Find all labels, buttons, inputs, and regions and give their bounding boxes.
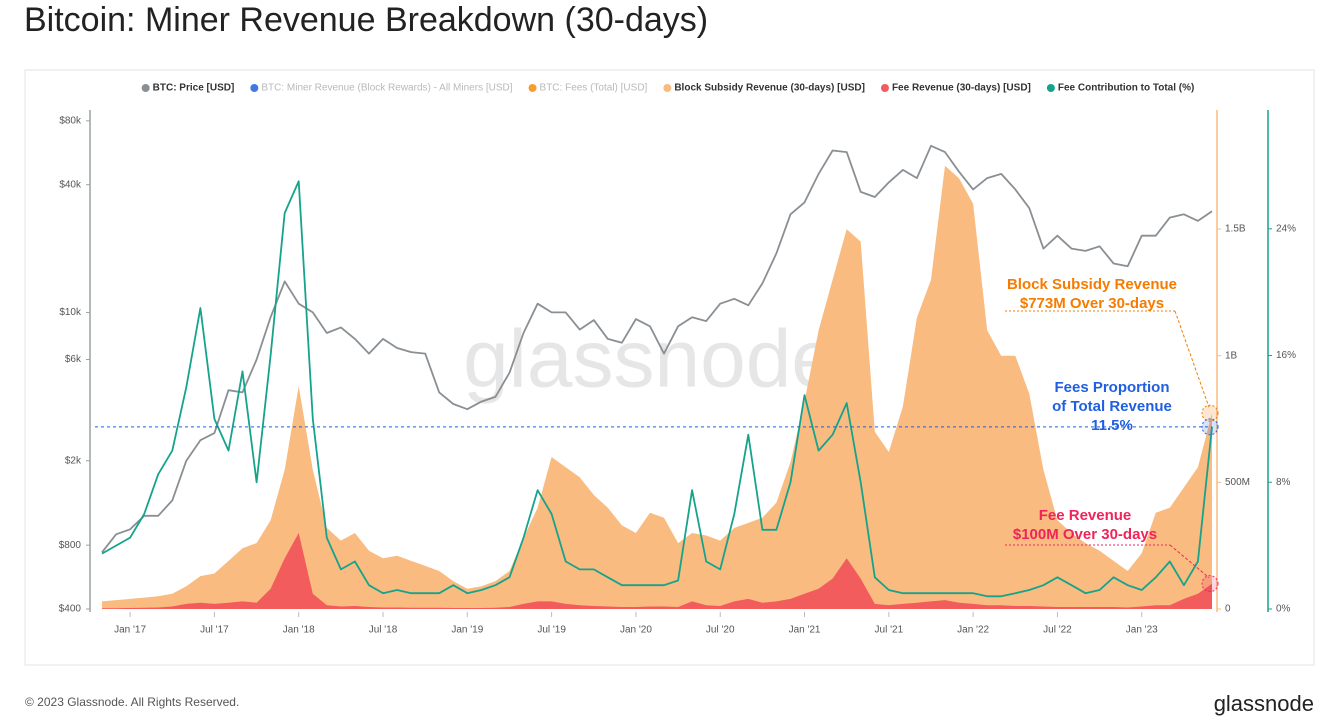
- chart-title: Bitcoin: Miner Revenue Breakdown (30-day…: [24, 1, 708, 39]
- y-tick-label: $10k: [59, 307, 82, 318]
- y2-tick-label: 500M: [1225, 477, 1250, 488]
- annotation-circle: [1201, 404, 1219, 422]
- y2-tick-label: 1B: [1225, 350, 1238, 361]
- legend-marker: [250, 84, 259, 92]
- x-tick-label: Jul '21: [875, 625, 904, 636]
- annotation-text: $100M Over 30-days: [1013, 526, 1157, 543]
- x-tick-label: Jul '20: [706, 625, 735, 636]
- x-tick-label: Jan '22: [957, 625, 989, 636]
- legend-label[interactable]: Block Subsidy Revenue (30-days) [USD]: [674, 83, 865, 94]
- legend-marker: [880, 84, 889, 92]
- series-area: [102, 165, 1212, 609]
- annotation-leader: [1169, 544, 1210, 579]
- series-line: [101, 144, 1213, 553]
- x-tick-label: Jul '18: [369, 625, 398, 636]
- y2-tick-label: 0: [1225, 604, 1231, 615]
- x-tick-label: Jan '23: [1126, 625, 1158, 636]
- x-tick-label: Jan '18: [283, 625, 315, 636]
- x-tick-label: Jan '17: [114, 625, 146, 636]
- legend-label[interactable]: BTC: Miner Revenue (Block Rewards) - All…: [261, 83, 512, 94]
- annotation-circle: [1201, 418, 1219, 436]
- y2-tick-label: 1.5B: [1225, 224, 1246, 235]
- y-tick-label: $400: [59, 604, 82, 615]
- x-tick-label: Jul '22: [1043, 625, 1072, 636]
- legend-marker: [1046, 84, 1055, 92]
- y3-tick-label: 8%: [1276, 477, 1291, 488]
- legend-label[interactable]: BTC: Price [USD]: [153, 83, 235, 94]
- y3-tick-label: 16%: [1276, 350, 1296, 361]
- annotation-text: Fee Revenue: [1039, 507, 1132, 524]
- annotation-leader: [1174, 310, 1210, 408]
- y-tick-label: $80k: [59, 115, 82, 126]
- x-tick-label: Jan '19: [451, 625, 483, 636]
- legend-marker: [663, 84, 672, 92]
- annotation-text: 11.5%: [1091, 417, 1133, 434]
- y-tick-label: $2k: [65, 455, 82, 466]
- annotation-text: $773M Over 30-days: [1020, 295, 1164, 312]
- legend-marker: [528, 84, 537, 92]
- copyright: © 2023 Glassnode. All Rights Reserved.: [25, 695, 239, 709]
- legend-label[interactable]: Fee Contribution to Total (%): [1058, 83, 1194, 94]
- legend: BTC: Price [USD] BTC: Miner Revenue (Bloc…: [141, 83, 1194, 94]
- legend-marker: [141, 84, 150, 92]
- annotation-text: Block Subsidy Revenue: [1007, 276, 1177, 293]
- chart-frame: [24, 69, 1315, 666]
- x-tick-label: Jul '19: [537, 625, 566, 636]
- annotation-circle: [1201, 575, 1219, 593]
- y3-tick-label: 0%: [1276, 604, 1291, 615]
- y-tick-label: $40k: [59, 179, 82, 190]
- annotation-text: Fees Proportion: [1054, 379, 1169, 396]
- x-tick-label: Jan '21: [789, 625, 821, 636]
- x-tick-label: Jul '17: [200, 625, 229, 636]
- y-tick-label: $800: [59, 540, 82, 551]
- logo: glassnode: [1214, 691, 1314, 716]
- y3-tick-label: 24%: [1276, 223, 1296, 234]
- x-tick-label: Jan '20: [620, 625, 652, 636]
- legend-label[interactable]: BTC: Fees (Total) [USD]: [540, 83, 648, 94]
- legend-label[interactable]: Fee Revenue (30-days) [USD]: [892, 83, 1031, 94]
- y-tick-label: $6k: [65, 354, 82, 365]
- annotation-text: of Total Revenue: [1052, 398, 1172, 415]
- series-line: [101, 180, 1213, 598]
